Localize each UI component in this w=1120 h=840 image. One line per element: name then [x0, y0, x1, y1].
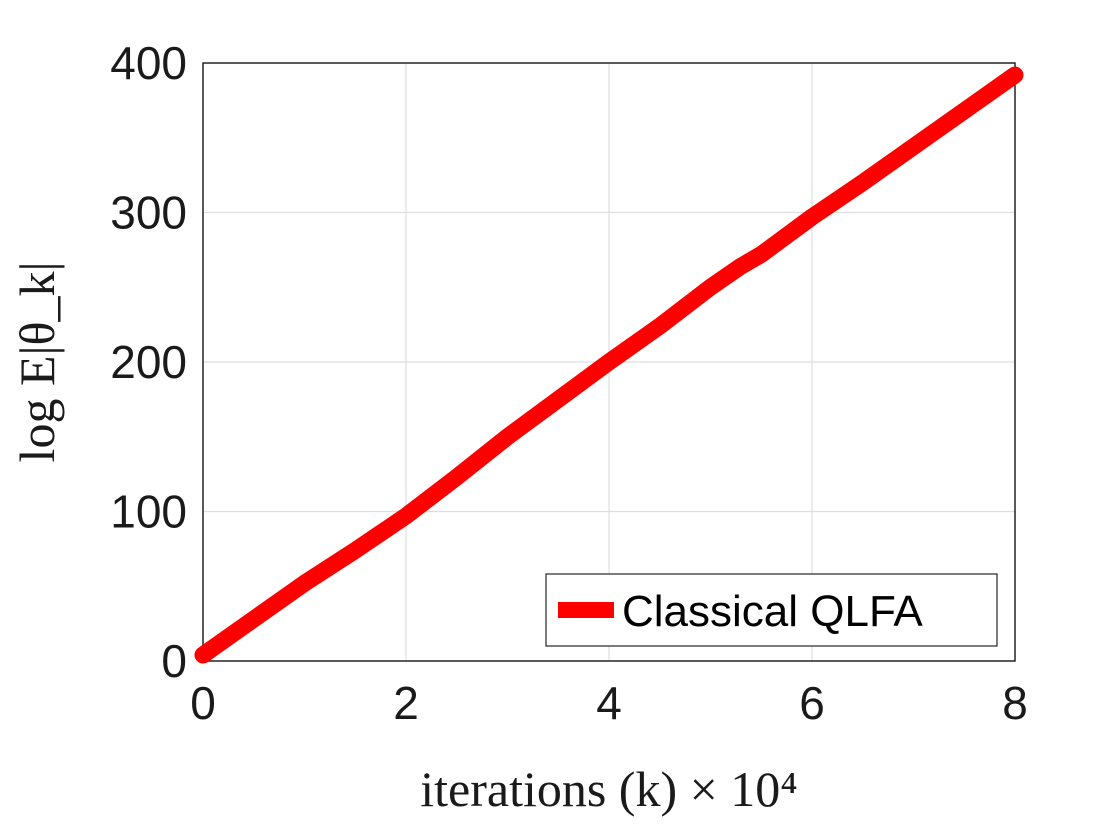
y-tick-label: 100: [110, 486, 187, 538]
x-tick-label: 4: [596, 677, 622, 729]
x-tick-label: 8: [1002, 677, 1028, 729]
series-layer: [194, 66, 1024, 664]
legend: Classical QLFA: [545, 573, 998, 647]
plot-area-frame: [202, 62, 1016, 662]
legend-label: Classical QLFA: [622, 587, 923, 636]
series-line: [194, 66, 1024, 664]
x-axis-title: iterations (k) × 10⁴: [420, 761, 798, 817]
tick-labels: 0 2 4 6 8 0 100 200 300 400: [110, 37, 1028, 729]
y-tick-label: 0: [161, 635, 187, 687]
x-tick-label: 2: [393, 677, 419, 729]
x-tick-label: 0: [190, 677, 216, 729]
legend-box: [545, 573, 998, 647]
y-tick-label: 200: [110, 336, 187, 388]
y-tick-label: 400: [110, 37, 187, 89]
y-tick-label: 300: [110, 187, 187, 239]
x-tick-label: 6: [799, 677, 825, 729]
y-axis-title: log E|θ_k|: [9, 262, 65, 463]
